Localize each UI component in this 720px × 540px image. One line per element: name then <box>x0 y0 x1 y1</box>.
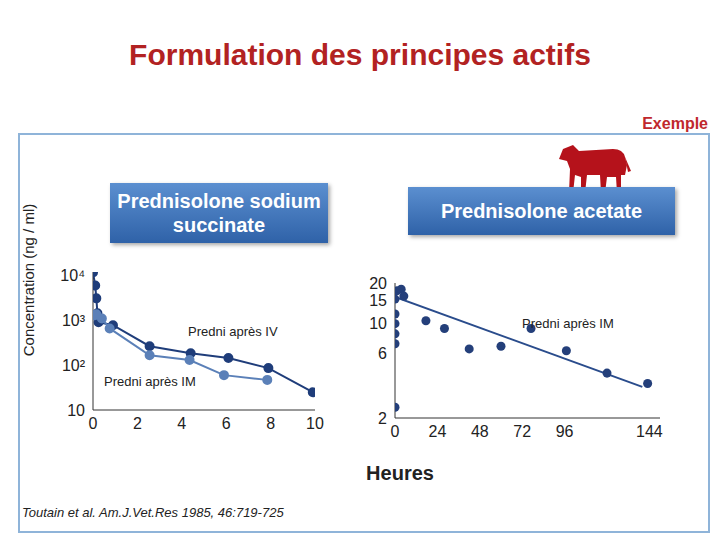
svg-text:15: 15 <box>369 292 387 309</box>
svg-text:6: 6 <box>222 415 231 432</box>
svg-text:6: 6 <box>378 345 387 362</box>
html-text:Formulation des principes acti: Formulation des principes actifs <box>129 38 591 71</box>
html-text:Heures: Heures <box>366 462 434 484</box>
svg-text:10: 10 <box>67 402 85 419</box>
svg-text:144: 144 <box>636 423 663 440</box>
html-text:Exemple: Exemple <box>642 115 708 132</box>
html-text:Concentration (ng / ml): Concentration (ng / ml) <box>20 203 37 357</box>
svg-text:0: 0 <box>89 415 98 432</box>
svg-text:48: 48 <box>471 423 489 440</box>
svg-text:20: 20 <box>369 275 387 292</box>
svg-text:10²: 10² <box>62 357 86 374</box>
svg-text:72: 72 <box>513 423 531 440</box>
svg-text:10³: 10³ <box>62 312 86 329</box>
svg-text:10⁴: 10⁴ <box>60 267 85 284</box>
html-text:Predni après IM: Predni après IM <box>522 316 614 331</box>
svg-text:4: 4 <box>177 415 186 432</box>
html-text:Toutain et al. Am.J.Vet.Res 19: Toutain et al. Am.J.Vet.Res 1985, 46:719… <box>22 505 284 520</box>
html-text:Predni après IV: Predni après IV <box>188 324 278 339</box>
html-text:Prednisolone sodium succinate: Prednisolone sodium succinate <box>117 190 321 236</box>
html-text:Prednisolone acetate: Prednisolone acetate <box>440 200 643 222</box>
svg-text:2: 2 <box>378 410 387 427</box>
svg-text:96: 96 <box>556 423 574 440</box>
svg-text:10: 10 <box>369 315 387 332</box>
html-text:Predni après IM: Predni après IM <box>104 374 196 389</box>
svg-text:0: 0 <box>391 423 400 440</box>
svg-text:2: 2 <box>133 415 142 432</box>
svg-text:8: 8 <box>266 415 275 432</box>
svg-text:24: 24 <box>429 423 447 440</box>
svg-text:10: 10 <box>306 415 324 432</box>
